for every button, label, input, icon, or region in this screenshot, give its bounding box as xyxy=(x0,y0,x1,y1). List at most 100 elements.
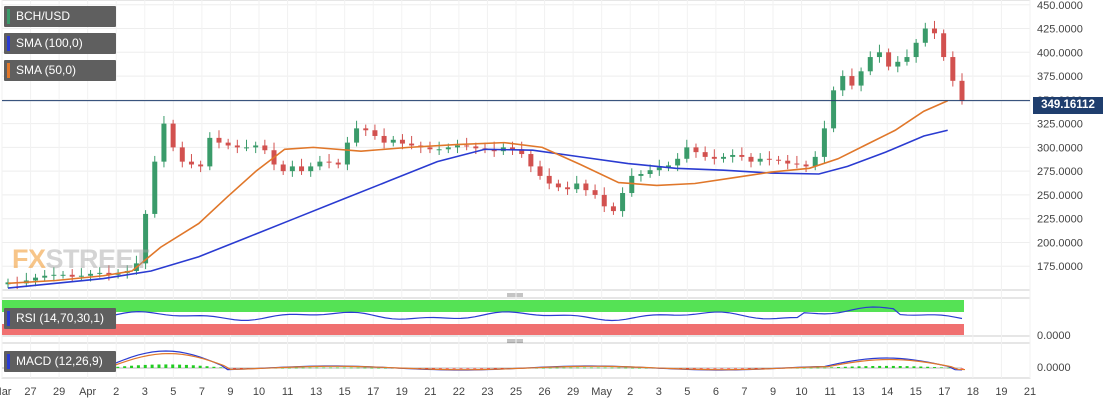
sma100-label[interactable]: SMA (100,0) xyxy=(4,33,116,54)
macd-histogram-bar xyxy=(699,368,703,369)
macd-histogram-bar xyxy=(425,368,429,369)
candle-body xyxy=(308,166,314,172)
candle-body xyxy=(344,142,350,165)
x-tick-label: 17 xyxy=(367,386,379,398)
rsi-text: RSI (14,70,30,1) xyxy=(16,311,105,325)
x-tick-label: 6 xyxy=(713,386,719,398)
y-tick-label: 400.0000 xyxy=(1037,47,1083,59)
macd-histogram-bar xyxy=(589,367,593,369)
rsi-label[interactable]: RSI (14,70,30,1) xyxy=(4,308,116,329)
x-tick-label: 7 xyxy=(199,386,205,398)
macd-histogram-bar xyxy=(816,367,820,369)
macd-histogram-bar xyxy=(541,367,545,369)
candle-body xyxy=(721,156,726,159)
y-tick-label: 250.0000 xyxy=(1037,190,1083,202)
y-tick-label: 425.0000 xyxy=(1037,24,1083,36)
macd-histogram-bar xyxy=(926,366,930,368)
candle-body xyxy=(207,137,213,167)
candle-body xyxy=(684,147,690,159)
macd-histogram-bar xyxy=(939,367,943,368)
candle-body xyxy=(326,161,332,163)
candle-body xyxy=(766,158,772,160)
macd-histogram-bar xyxy=(452,368,456,369)
candle-body xyxy=(565,187,571,190)
candle-body xyxy=(280,164,286,172)
candle-body xyxy=(895,61,901,67)
x-tick-label: 26 xyxy=(538,386,550,398)
candle-body xyxy=(610,206,616,212)
macd-histogram-bar xyxy=(562,367,566,369)
candle-body xyxy=(941,33,947,58)
candle-body xyxy=(583,183,589,191)
macd-histogram-bar xyxy=(287,367,291,369)
macd-histogram-bar xyxy=(301,367,305,369)
x-tick-label: 13 xyxy=(310,386,322,398)
x-tick-label: 22 xyxy=(453,386,465,398)
macd-histogram-bar xyxy=(740,368,744,369)
macd-histogram-bar xyxy=(150,364,154,368)
rsi-overbought-zone xyxy=(2,300,964,312)
candle-body xyxy=(88,273,94,276)
macd-label[interactable]: MACD (12,26,9) xyxy=(4,351,116,372)
candle-body xyxy=(867,57,873,72)
sma50-label[interactable]: SMA (50,0) xyxy=(4,60,116,81)
macd-histogram-bar xyxy=(885,365,889,368)
macd-histogram-bar xyxy=(164,364,168,368)
last-price-tag: 349.16112 xyxy=(1033,97,1103,114)
macd-histogram-bar xyxy=(836,367,840,368)
macd-histogram-bar xyxy=(329,367,333,369)
candle-body xyxy=(821,128,827,157)
y-tick-label: 175.0000 xyxy=(1037,261,1083,273)
rsi-swatch xyxy=(7,311,10,326)
candle-body xyxy=(519,149,525,155)
rsi-y-tick-label: 0.0000 xyxy=(1037,330,1071,342)
candle-body xyxy=(354,128,360,143)
candle-body xyxy=(317,161,323,167)
macd-histogram-bar xyxy=(315,367,319,369)
macd-histogram-bar xyxy=(919,366,923,368)
candle-body xyxy=(656,167,662,171)
candle-body xyxy=(950,57,956,81)
candle-body xyxy=(33,277,39,281)
x-tick-label: 2 xyxy=(627,386,633,398)
candle-body xyxy=(711,156,717,159)
macd-histogram-bar xyxy=(843,366,847,368)
macd-histogram-bar xyxy=(123,366,127,368)
y-tick-label: 200.0000 xyxy=(1037,237,1083,249)
candle-body xyxy=(152,161,158,214)
macd-histogram-bar xyxy=(960,368,964,369)
x-tick-label: 11 xyxy=(824,386,835,398)
candle-body xyxy=(858,71,864,86)
x-tick-label: 10 xyxy=(795,386,807,398)
candle-body xyxy=(528,154,534,167)
candle-body xyxy=(253,145,259,148)
x-tick-label: 5 xyxy=(170,386,176,398)
x-tick-label: 3 xyxy=(656,386,662,398)
candle-body xyxy=(409,143,415,146)
macd-histogram-bar xyxy=(809,367,813,369)
macd-histogram-bar xyxy=(480,368,484,369)
candle-body xyxy=(106,272,112,275)
macd-histogram-bar xyxy=(802,367,806,369)
candle-body xyxy=(42,275,48,278)
candle-body xyxy=(730,154,736,157)
macd-histogram-bar xyxy=(438,368,442,369)
candle-body xyxy=(913,42,919,58)
x-tick-label: 3 xyxy=(142,386,148,398)
candle-body xyxy=(262,145,268,151)
candle-body xyxy=(922,28,928,43)
macd-histogram-bar xyxy=(946,367,950,369)
symbol-label[interactable]: BCH/USD xyxy=(4,6,116,27)
candle-body xyxy=(399,139,405,144)
candle-body xyxy=(363,128,369,131)
macd-histogram-bar xyxy=(198,365,202,368)
x-tick-label: 11 xyxy=(282,386,293,398)
candle-body xyxy=(620,193,626,212)
macd-histogram-bar xyxy=(219,367,223,368)
macd-histogram-bar xyxy=(576,367,580,369)
x-tick-label: 2 xyxy=(113,386,119,398)
macd-histogram-bar xyxy=(212,366,216,368)
candle-body xyxy=(831,90,837,129)
macd-histogram-bar xyxy=(335,367,339,369)
